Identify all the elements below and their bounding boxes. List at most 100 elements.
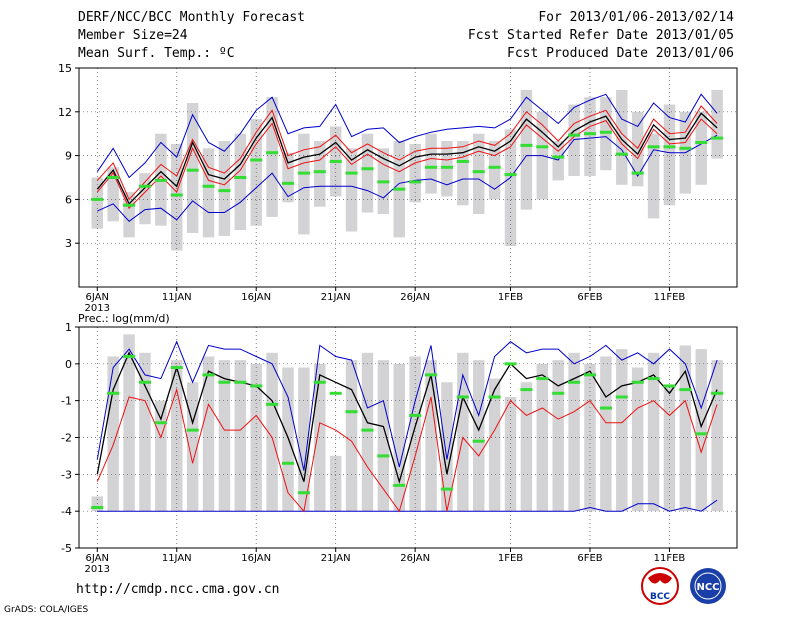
climate-marker bbox=[123, 203, 136, 207]
climate-marker bbox=[695, 140, 708, 144]
climate-marker bbox=[711, 136, 724, 140]
climate-marker bbox=[472, 170, 485, 174]
climate-marker bbox=[695, 432, 708, 436]
ensemble-bar bbox=[568, 352, 580, 512]
ensemble-bar bbox=[425, 133, 437, 194]
ensemble-bar bbox=[250, 363, 262, 512]
member-size: Member Size=24 bbox=[78, 28, 188, 43]
climate-marker bbox=[568, 133, 581, 137]
climate-marker bbox=[313, 170, 326, 174]
climate-marker bbox=[107, 176, 120, 179]
climate-marker bbox=[266, 151, 279, 155]
climate-marker bbox=[313, 380, 326, 384]
x-tick-label: 11JAN bbox=[162, 553, 192, 564]
climate-marker bbox=[615, 395, 628, 399]
ensemble-bar bbox=[409, 356, 421, 512]
lower-bound-line bbox=[97, 499, 718, 512]
climate-marker bbox=[297, 491, 310, 495]
ensemble-bar bbox=[298, 367, 310, 512]
climate-marker bbox=[281, 181, 295, 185]
climate-marker bbox=[154, 178, 167, 182]
ensemble-bar bbox=[91, 177, 103, 229]
climate-marker bbox=[345, 171, 358, 175]
ensemble-bar bbox=[488, 378, 501, 512]
climate-marker bbox=[266, 402, 279, 406]
ensemble-bar bbox=[202, 148, 215, 238]
refer-date: Fcst Started Refer Date 2013/01/05 bbox=[467, 28, 734, 43]
climate-marker bbox=[107, 391, 120, 395]
x-tick-label: 6JAN bbox=[86, 553, 109, 564]
x-tick-label: 21JAN bbox=[321, 292, 351, 303]
ensemble-bar bbox=[631, 111, 644, 187]
climate-marker bbox=[440, 487, 453, 491]
climate-marker bbox=[425, 373, 438, 377]
x-tick-label: 26JAN bbox=[400, 553, 430, 564]
ensemble-bar bbox=[123, 334, 135, 512]
ensemble-bar bbox=[695, 349, 707, 512]
ensemble-bar bbox=[473, 360, 485, 512]
upper-bound-line bbox=[96, 340, 718, 471]
x-tick-label: 16JAN bbox=[241, 553, 271, 564]
climate-marker bbox=[552, 391, 565, 395]
y-tick-label: 0 bbox=[65, 358, 72, 371]
ensemble-bar bbox=[345, 360, 358, 512]
bcc-logo-text: BCC bbox=[650, 592, 670, 602]
climate-marker bbox=[154, 421, 167, 425]
climate-marker bbox=[663, 384, 676, 388]
ensemble-bar bbox=[647, 352, 660, 512]
climate-marker bbox=[663, 145, 676, 149]
climate-marker bbox=[170, 193, 183, 197]
logos: BCC NCC bbox=[641, 567, 726, 605]
climate-marker bbox=[599, 130, 612, 134]
ensemble-bar bbox=[616, 89, 628, 185]
climate-marker bbox=[504, 173, 517, 177]
x-tick-label: 16JAN bbox=[241, 292, 271, 303]
climate-marker bbox=[186, 428, 199, 432]
climate-marker bbox=[536, 145, 549, 149]
climate-marker bbox=[615, 152, 628, 156]
climate-marker bbox=[488, 165, 501, 169]
ensemble-bar bbox=[155, 400, 167, 512]
ensemble-bar bbox=[504, 396, 517, 512]
ensemble-bar bbox=[139, 352, 151, 512]
climate-marker bbox=[425, 165, 438, 169]
ensemble-bar bbox=[711, 360, 723, 512]
climate-marker bbox=[91, 505, 104, 509]
y-tick-label: 15 bbox=[58, 62, 72, 75]
climate-marker bbox=[647, 145, 660, 149]
climate-marker bbox=[520, 143, 533, 147]
ensemble-bar bbox=[520, 382, 533, 512]
x-tick-label: 6JAN bbox=[86, 292, 109, 303]
ensemble-bar bbox=[377, 360, 390, 512]
source-url[interactable]: http://cmdp.ncc.cma.gov.cn bbox=[76, 582, 280, 597]
x-tick-label: 6FEB bbox=[577, 292, 602, 303]
lower-bound-line bbox=[97, 134, 718, 222]
ensemble-bar bbox=[361, 352, 374, 512]
ensemble-bar bbox=[234, 360, 247, 512]
y-tick-label: -5 bbox=[61, 542, 72, 555]
climate-marker bbox=[234, 176, 247, 179]
x-tick-label: 11JAN bbox=[162, 292, 192, 303]
climate-marker bbox=[281, 461, 295, 465]
climate-marker bbox=[393, 483, 406, 487]
climate-marker bbox=[361, 428, 374, 432]
forecast-period: For 2013/01/06-2013/02/14 bbox=[538, 10, 734, 25]
climate-marker bbox=[377, 180, 390, 184]
climate-marker bbox=[631, 380, 644, 384]
ensemble-bar bbox=[663, 104, 676, 206]
climate-marker bbox=[329, 159, 342, 163]
ensemble-bar bbox=[552, 141, 564, 181]
climate-marker bbox=[170, 366, 183, 370]
x-tick-label: 21JAN bbox=[321, 553, 351, 564]
ensemble-bar bbox=[107, 167, 119, 222]
ensemble-bar bbox=[186, 103, 199, 233]
chart-title: DERF/NCC/BCC Monthly Forecast bbox=[78, 10, 305, 25]
climate-marker bbox=[186, 168, 199, 172]
ensemble-bar bbox=[266, 352, 278, 512]
prec-panel-title: Prec.: log(mm/d) bbox=[78, 312, 170, 325]
climate-marker bbox=[583, 132, 597, 136]
y-tick-label: 9 bbox=[65, 150, 72, 163]
ensemble-bar bbox=[314, 141, 326, 207]
climate-marker bbox=[456, 159, 469, 163]
